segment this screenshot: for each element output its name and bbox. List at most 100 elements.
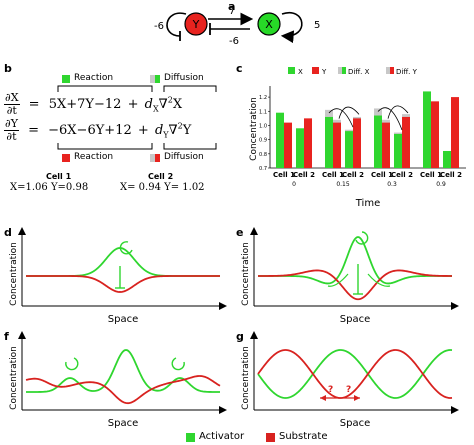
y-tick-label-5: 1.2: [259, 95, 267, 101]
diffusion-swatch-gray: [150, 75, 155, 83]
x-diff-pow: 2: [167, 95, 173, 105]
bar-x-2-0: [374, 115, 382, 168]
eq-sign-y: =: [28, 123, 39, 138]
plot-g-ylabel: Concentration: [241, 346, 251, 410]
x-axis-label: Time: [355, 198, 380, 209]
cell-label-0-0: Cell 1: [273, 171, 295, 179]
time-label-2: 0.3: [387, 181, 397, 188]
time-label-1: 0.15: [336, 181, 350, 188]
cell-label-2-0: Cell 1: [371, 171, 393, 179]
activator-swatch: [186, 433, 195, 442]
reaction-label-x: Reaction: [74, 73, 114, 83]
legend-swatch-1: [312, 67, 319, 74]
plot-g-arrowhead-left: [320, 395, 326, 401]
y-reaction-term: −6X−6Y+12: [48, 123, 132, 138]
x-diff-var: X: [172, 97, 183, 112]
dy-num: ∂Y: [4, 117, 19, 131]
bracket-top: [57, 85, 217, 92]
diff-arrow-b-1: [338, 106, 360, 119]
self-x-weight: 5: [314, 20, 320, 31]
bar-x-1-1: [345, 131, 353, 168]
plot-e-ylabel: Concentration: [241, 242, 251, 306]
plot-f-loop-left: [65, 357, 79, 371]
bar-x-2-1: [394, 133, 402, 168]
y-diff-sub: Y: [163, 130, 169, 140]
cell-label-1-0: Cell 1: [322, 171, 344, 179]
time-label-3: 0.9: [436, 181, 446, 188]
bracket-bottom: [57, 143, 217, 150]
plot-g-xlabel: Space: [340, 418, 370, 429]
cell-label-3-1: Cell 2: [440, 171, 462, 179]
cell1-values: X=1.06 Y=0.98: [10, 182, 89, 193]
x-diff-op: ∇: [158, 97, 168, 112]
legend-label-1: Y: [321, 68, 327, 76]
diffusion-swatch-red: [155, 154, 160, 162]
plot-d-y-arrowhead: [18, 227, 26, 235]
panel-label-a: a: [228, 0, 236, 13]
diffusion-label-y: Diffusion: [164, 152, 204, 162]
y-self-loop: [166, 12, 187, 37]
bar-x-3-1: [443, 150, 451, 168]
y-diff-pow: 2: [177, 121, 183, 131]
bar-y-1-1: [353, 118, 361, 168]
bar-y-2-0: [382, 122, 390, 168]
plot-f: Concentration Space: [9, 331, 227, 429]
y-diff-op: ∇: [168, 123, 178, 138]
reaction-swatch-x: [62, 75, 70, 83]
plot-d-xlabel: Space: [108, 314, 138, 325]
diff-arrow-b-2: [387, 105, 409, 119]
plot-g: Concentration Space??: [241, 331, 459, 429]
plot-d-x-arrowhead: [219, 302, 227, 310]
node-x: [257, 12, 281, 36]
panel-label-d: d: [4, 226, 12, 239]
plot-g-x-arrowhead: [451, 406, 459, 414]
plot-e-substrate-curve: [258, 269, 453, 301]
y-plus: +: [137, 123, 149, 138]
panel-label-f: f: [4, 330, 9, 343]
plot-f-xlabel: Space: [108, 418, 138, 429]
bar-y-3-1: [451, 97, 459, 168]
bar-x-3-0: [423, 91, 431, 168]
plot-e-xlabel: Space: [340, 314, 370, 325]
y-tick-label-0: 0.7: [259, 166, 267, 172]
plot-f-y-arrowhead: [18, 331, 26, 339]
plot-g-substrate-curve: [257, 349, 453, 399]
eq-sign-x: =: [28, 97, 40, 112]
bar-x-1-0: [325, 116, 333, 168]
plot-f-loop-right: [171, 357, 185, 371]
bar-x-0-1: [296, 128, 304, 168]
cell2-title: Cell 2: [148, 172, 174, 181]
plot-e: Concentration Space: [241, 227, 459, 325]
plot-g-activator-curve: [257, 349, 453, 399]
cell2-values: X= 0.94 Y= 1.02: [120, 182, 205, 193]
substrate-label: Substrate: [279, 431, 328, 442]
bar-x-0-0: [276, 112, 284, 168]
plot-g-question-1: ?: [328, 385, 333, 395]
legend-label-3: Diff. Y: [396, 68, 418, 76]
x-reaction-term: 5X+7Y−12: [48, 97, 122, 112]
substrate-swatch: [266, 433, 275, 442]
x-plus: +: [127, 97, 139, 112]
x-self-loop: [280, 11, 303, 44]
equation-y: ∂Y ∂t = −6X−6Y+12 + dY∇2Y: [4, 118, 191, 143]
diff-arrow-a-2: [377, 107, 403, 131]
plot-g-question-2: ?: [346, 385, 351, 395]
network-diagram: Y X -6 5 7 -6: [154, 6, 320, 47]
x-to-y-weight: -6: [229, 36, 239, 47]
plot-g-arrowhead-right: [354, 395, 360, 401]
bar-y-1-0: [333, 122, 341, 168]
legend-label-0: X: [298, 68, 303, 76]
time-label-0: 0: [292, 181, 296, 188]
x-diff-sub: X: [152, 104, 159, 114]
panel-label-b: b: [4, 62, 12, 75]
y-diff-var: Y: [182, 123, 192, 138]
cell-label-1-1: Cell 2: [342, 171, 364, 179]
bar-y-2-1: [402, 116, 410, 168]
plot-e-self-loop: [355, 231, 369, 245]
bar-y-3-0: [431, 101, 439, 168]
cell-label-3-0: Cell 1: [420, 171, 442, 179]
cell1-title: Cell 1: [46, 172, 72, 181]
dy-den: ∂t: [6, 130, 17, 143]
plot-f-x-arrowhead: [219, 406, 227, 414]
plot-e-x-arrowhead: [451, 302, 459, 310]
